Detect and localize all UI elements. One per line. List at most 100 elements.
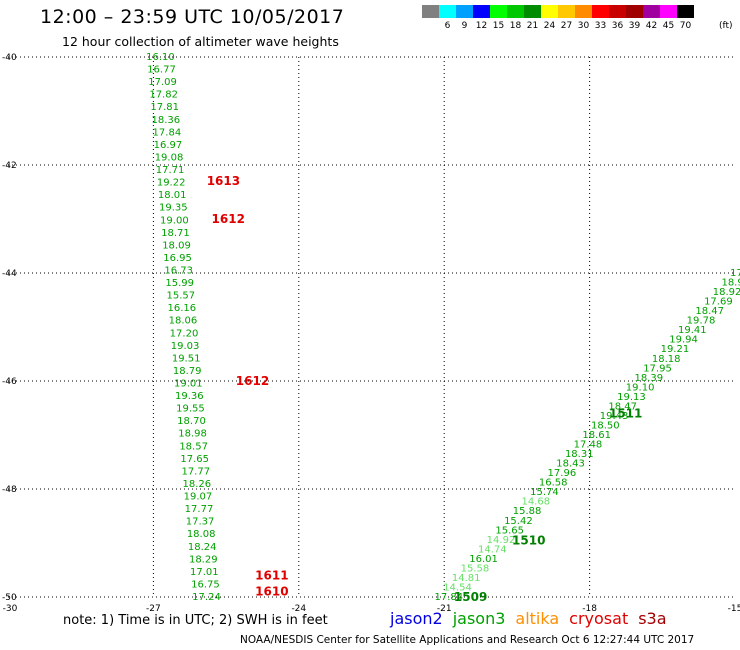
wave-height-value: 18.29 (189, 554, 218, 565)
legend-swatch (439, 5, 456, 18)
legend-swatch (677, 5, 694, 18)
wave-height-value: 17.84 (435, 592, 464, 603)
wave-height-value: 18.79 (173, 366, 202, 377)
wave-height-value: 15.99 (165, 278, 194, 289)
legend-swatch (626, 5, 643, 18)
wave-height-value: 18.06 (169, 316, 198, 327)
wave-height-value: 17.84 (153, 127, 182, 138)
wave-height-value: 18.39 (635, 373, 664, 384)
wave-height-value: 18.61 (582, 430, 611, 441)
legend-label: 42 (645, 21, 658, 31)
satellite-cryosat: cryosat (569, 609, 629, 628)
wave-height-value: 17.69 (704, 297, 733, 308)
wave-height-value: 15.74 (530, 487, 559, 498)
wave-height-value: 18.26 (183, 479, 212, 490)
time-labels: 1613 1612 1612 1611 1610 1511 1510 1509 (207, 174, 643, 604)
legend-swatch (524, 5, 541, 18)
wave-height-value: 15.42 (504, 516, 533, 527)
wave-height-value: 16.10 (146, 52, 175, 63)
wave-height-value: 15.65 (495, 525, 524, 536)
pass-time-label: 1510 (512, 533, 545, 547)
wave-height-value: 15.57 (166, 291, 195, 302)
legend-bin: 15 (490, 5, 507, 31)
legend-label: 9 (461, 21, 468, 31)
satellite-jason2: jason2 (390, 609, 443, 628)
wave-height-value: 18.08 (187, 529, 216, 540)
lon-tick-label: -21 (437, 604, 452, 614)
legend-swatch (473, 5, 490, 18)
legend-label: 12 (475, 21, 488, 31)
satellite-jason3: jason3 (452, 609, 506, 628)
legend-bin: 30 (575, 5, 592, 31)
legend-label: 27 (560, 21, 573, 31)
legend-swatch (422, 5, 439, 18)
pass-time-label: 1610 (255, 585, 288, 599)
wave-height-value: 18.18 (652, 354, 681, 365)
wave-height-value: 18.57 (179, 441, 208, 452)
wave-height-value: 17.01 (190, 567, 219, 578)
pass-time-label: 1613 (207, 174, 240, 188)
lon-tick-label: -18 (582, 604, 597, 614)
legend-bin: 70 (677, 5, 694, 31)
pass-time-label: 1509 (454, 590, 487, 604)
wave-height-value: 19.10 (626, 382, 655, 393)
legend-bin: 45 (660, 5, 677, 31)
wave-height-value: 17.82 (149, 90, 178, 101)
wave-height-value: 19.07 (184, 492, 213, 503)
wave-height-value: 17.37 (186, 517, 215, 528)
wave-height-value: 17.71 (156, 165, 185, 176)
wave-height-value: 17.77 (185, 504, 214, 515)
legend-bin: 42 (643, 5, 660, 31)
wave-height-value: 17.20 (170, 328, 199, 339)
wave-height-value: 17.24 (192, 592, 221, 603)
legend-bin: 6 (439, 5, 456, 31)
wave-height-value: 19.43 (600, 411, 629, 422)
lon-tick-label: -27 (146, 604, 161, 614)
pass-time-label: 1611 (255, 568, 288, 582)
wave-height-value: 18.47 (695, 306, 724, 317)
satellite-altika: altika (515, 609, 560, 628)
legend-swatch (575, 5, 592, 18)
legend-swatch (490, 5, 507, 18)
legend-swatch (609, 5, 626, 18)
axis-labels: -30 -27 -24 -21 -18 -15 -40 -42 -44 -46 -48 -50 (2, 53, 740, 614)
wave-height-value: 18.24 (188, 542, 217, 553)
wave-height-value: 18.50 (591, 420, 620, 431)
legend-label: 6 (444, 21, 451, 31)
footer-credit: NOAA/NESDIS Center for Satellite Applica… (240, 634, 695, 646)
legend-label: 36 (611, 21, 624, 31)
lon-tick-label: -15 (728, 604, 740, 614)
wave-height-value: 19.55 (176, 404, 205, 415)
legend-label: 39 (628, 21, 641, 31)
wave-height-value: 16.75 (191, 579, 220, 590)
legend-swatch (456, 5, 473, 18)
satellite-legend: jason2 jason3 altika cryosat s3a (390, 609, 677, 628)
legend-bin (422, 5, 439, 31)
legend-swatch (592, 5, 609, 18)
legend-label: 21 (526, 21, 539, 31)
lat-tick-label: -46 (2, 377, 17, 387)
legend-bin: 27 (558, 5, 575, 31)
legend-bin: 33 (592, 5, 609, 31)
legend-swatch (643, 5, 660, 18)
wave-height-legend: 6 9 12 15 18 21 24 27 30 33 36 39 42 45 70 (422, 5, 694, 31)
wave-height-value: 19.36 (175, 391, 204, 402)
wave-height-value: 17.95 (643, 363, 672, 374)
wave-height-value: 17.77 (181, 466, 210, 477)
wave-height-value: 18.98 (178, 429, 207, 440)
lon-tick-label: -30 (3, 604, 18, 614)
wave-height-value: 14.68 (521, 497, 550, 508)
wave-height-value: 18.31 (565, 449, 594, 460)
legend-bin: 18 (507, 5, 524, 31)
wave-height-value: 18.01 (158, 190, 187, 201)
wave-height-value: 17.48 (574, 440, 603, 451)
legend-swatch (507, 5, 524, 18)
legend-bin: 21 (524, 5, 541, 31)
wave-height-value: 18.71 (161, 228, 190, 239)
legend-label: 24 (543, 21, 556, 31)
legend-bin: 39 (626, 5, 643, 31)
wave-height-value: 19.03 (171, 341, 200, 352)
wave-height-value: 16.73 (164, 265, 193, 276)
legend-bin: 12 (473, 5, 490, 31)
lat-tick-label: -50 (2, 593, 17, 603)
